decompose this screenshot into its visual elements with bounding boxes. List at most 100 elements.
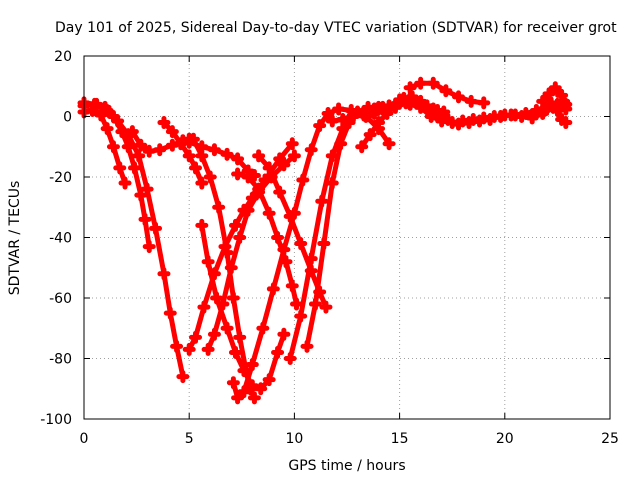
data-point [212,200,226,214]
data-point [94,108,108,122]
data-point [245,358,259,372]
data-point [262,206,276,220]
data-point [157,267,171,281]
series-s5 [157,116,209,190]
data-point [207,327,221,341]
data-point [153,143,167,157]
data-point [334,137,348,151]
data-point [441,113,455,127]
data-point [224,261,238,275]
data-point [237,364,251,378]
data-point [118,176,132,190]
data-point [201,342,215,356]
data-point [544,96,558,110]
data-point [273,185,287,199]
data-point [494,110,508,123]
data-point [182,149,196,163]
data-point [271,231,285,244]
y-tick-label: -100 [40,412,72,428]
data-point [100,103,114,117]
data-point [294,309,308,323]
data-point [228,345,242,359]
data-point [203,170,217,184]
data-point [414,100,428,114]
data-point [315,194,329,208]
data-point [426,76,440,90]
data-point [285,279,299,293]
data-point [138,212,152,226]
data-point [325,149,339,163]
data-point [220,321,234,335]
x-tick-label: 5 [185,431,194,447]
data-point [332,102,346,116]
data-point [542,87,556,101]
data-point [538,103,552,117]
series-s16 [325,100,390,128]
data-point [231,167,245,181]
data-point [149,221,163,235]
data-point [100,122,114,136]
data-point [262,161,276,175]
data-point [287,206,301,220]
data-series-layer [77,76,573,405]
data-point [452,90,466,104]
data-point [452,117,466,131]
data-point [294,237,308,251]
data-point [548,81,562,95]
data-point [176,370,190,384]
data-point [201,255,215,269]
data-point [134,188,148,202]
data-point [273,152,287,166]
data-point [218,240,232,254]
data-point [90,97,104,111]
data-point [226,291,240,305]
data-point [140,182,154,196]
data-point [134,138,148,152]
data-point [296,173,310,187]
data-point [372,116,386,130]
data-point [414,76,428,90]
y-tick-label: 0 [63,110,72,126]
data-point [473,114,487,128]
data-point [247,391,261,405]
series-line [205,153,297,352]
x-tick-label: 0 [80,431,89,447]
data-point [317,237,331,251]
data-point [325,114,339,128]
data-point [254,382,268,396]
data-point [403,97,417,111]
x-tick-label: 20 [496,431,514,447]
y-tick-label: -80 [49,352,72,368]
data-point [266,282,280,296]
data-point [525,111,539,125]
data-point [300,339,314,353]
data-point [325,176,339,190]
series-s11 [231,167,304,311]
data-point [403,81,417,95]
x-tick-label: 10 [285,431,303,447]
data-point [277,158,291,172]
x-axis-tick-labels: 0 5 10 15 20 25 [80,431,619,447]
data-point [228,218,242,232]
x-tick-label: 25 [601,431,619,447]
x-tick-label: 15 [391,431,409,447]
data-point [285,137,299,151]
data-point [483,113,497,127]
y-tick-label: 20 [54,49,72,65]
data-point [262,373,276,387]
data-point [304,252,318,266]
series-s22 [538,96,573,130]
data-point [245,379,259,393]
data-point [220,147,234,161]
data-point [132,149,146,163]
data-point [216,297,230,311]
data-point [382,137,396,151]
data-point [106,140,120,154]
data-point [121,140,135,154]
data-point [163,306,177,320]
data-point [290,297,304,311]
series-s18 [403,76,491,110]
data-point [555,88,569,102]
y-tick-label: -40 [49,231,72,247]
y-tick-label: -20 [49,170,72,186]
